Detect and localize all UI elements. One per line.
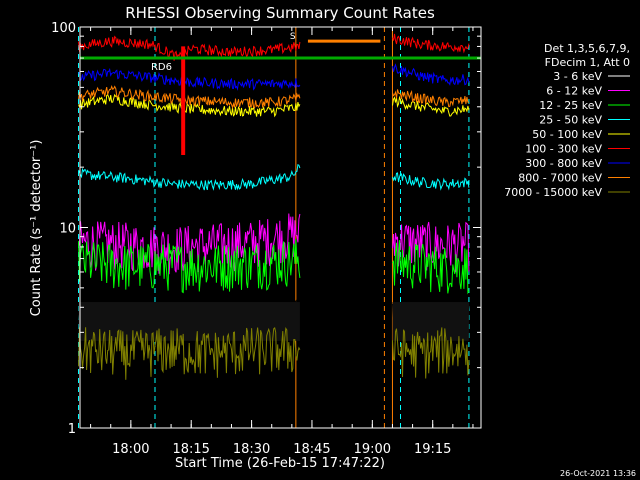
orange-flag-label: S <box>290 32 296 42</box>
legend-header: Det 1,3,5,6,7,9, <box>544 42 630 55</box>
series-line-4-1 <box>392 95 470 117</box>
chart-title: RHESSI Observing Summary Count Rates <box>125 4 435 22</box>
series-band-3-6kev <box>392 302 469 341</box>
series-line-7-0 <box>78 84 301 110</box>
series-line-6-1 <box>392 63 470 86</box>
timestamp-stamp: 26-Oct-2021 13:36 <box>560 469 636 478</box>
series-band-3-6kev <box>78 302 300 341</box>
series-line-1-0 <box>78 213 301 275</box>
series-line-3-1 <box>392 172 470 191</box>
series-line-8-0 <box>78 326 301 380</box>
series-line-5-1 <box>392 33 470 54</box>
x-tick-label: 19:00 <box>354 442 391 457</box>
legend-entry-label: 25 - 50 keV <box>539 114 602 127</box>
legend-entry-label: 6 - 12 keV <box>546 85 602 98</box>
x-tick-label: 18:30 <box>233 442 270 457</box>
y-tick-label: 10 <box>59 222 76 237</box>
x-tick-label: 18:15 <box>172 442 209 457</box>
series-line-8-1 <box>392 327 470 379</box>
x-tick-label: 19:15 <box>414 442 451 457</box>
legend-entry-label: 800 - 7000 keV <box>518 172 602 185</box>
y-tick-label: 1 <box>68 422 76 437</box>
series-line-3-0 <box>78 163 301 191</box>
series-line-2-1 <box>392 240 470 295</box>
axis-ticks: 18:00 18:15 18:30 18:45 19:00 19:15 1 10 100 <box>51 21 481 457</box>
plot-area: RD6 S <box>78 27 481 428</box>
legend-entry-label: 100 - 300 keV <box>525 143 602 156</box>
x-tick-label: 18:45 <box>293 442 330 457</box>
x-tick-label: 18:00 <box>112 442 149 457</box>
series-line-2-0 <box>78 239 301 294</box>
legend-entry-label: 7000 - 15000 keV <box>504 186 602 199</box>
series-line-6-0 <box>78 67 301 91</box>
series-line-5-0 <box>78 35 301 62</box>
y-tick-label: 100 <box>51 21 76 36</box>
legend-header: FDecim 1, Att 0 <box>545 56 630 69</box>
x-axis-label: Start Time (26-Feb-15 17:47:22) <box>175 456 385 471</box>
green-flag-label: RD6 <box>151 62 172 73</box>
series-line-7-1 <box>392 89 470 108</box>
legend: Det 1,3,5,6,7,9,FDecim 1, Att 03 - 6 keV… <box>504 42 630 199</box>
legend-entry-label: 3 - 6 keV <box>553 70 602 83</box>
legend-entry-label: 12 - 25 keV <box>539 99 602 112</box>
series-line-4-0 <box>78 93 301 118</box>
legend-entry-label: 300 - 800 keV <box>525 157 602 170</box>
y-axis-label: Count Rate (s⁻¹ detector⁻¹) <box>29 140 44 317</box>
legend-entry-label: 50 - 100 keV <box>532 128 602 141</box>
